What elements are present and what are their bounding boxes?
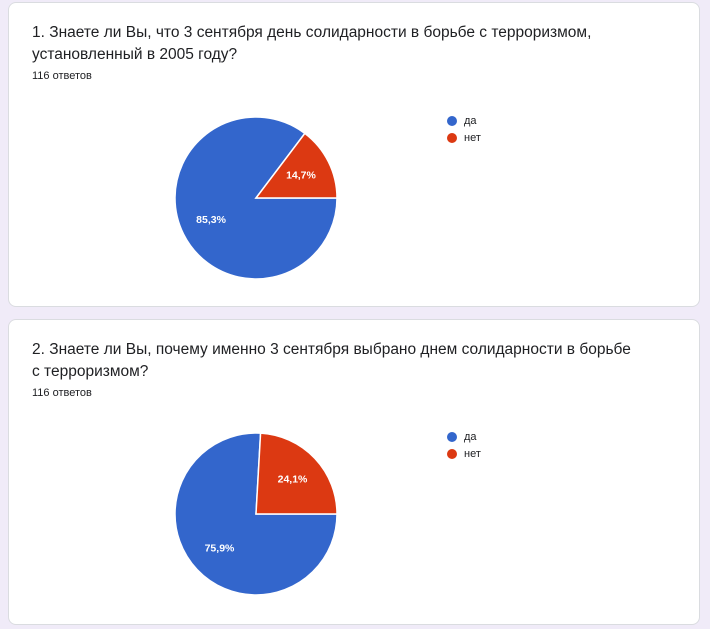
pie-label-no: 24,1% (278, 473, 308, 485)
question-card-1: 1. Знаете ли Вы, что 3 сентября день сол… (8, 2, 700, 307)
chart-legend: да нет (447, 112, 481, 146)
pie-chart: 75,9% 24,1% (174, 432, 338, 596)
response-count: 116 ответов (32, 387, 92, 399)
pie-label-yes: 85,3% (196, 214, 226, 226)
legend-dot-icon (447, 115, 457, 126)
chart-legend: да нет (447, 428, 481, 462)
pie-label-no: 14,7% (286, 169, 316, 181)
legend-label: да (464, 430, 477, 443)
pie-label-yes: 75,9% (205, 542, 235, 554)
legend-item-no[interactable]: нет (447, 445, 481, 462)
legend-item-no[interactable]: нет (447, 129, 481, 146)
response-count: 116 ответов (32, 70, 92, 82)
legend-label: нет (464, 131, 481, 144)
question-card-2: 2. Знаете ли Вы, почему именно 3 сентябр… (8, 319, 700, 625)
legend-item-yes[interactable]: да (447, 112, 481, 129)
legend-item-yes[interactable]: да (447, 428, 481, 445)
legend-dot-icon (447, 132, 457, 143)
legend-dot-icon (447, 431, 457, 442)
legend-dot-icon (447, 448, 457, 459)
question-title: 2. Знаете ли Вы, почему именно 3 сентябр… (32, 341, 631, 380)
question-title: 1. Знаете ли Вы, что 3 сентября день сол… (32, 24, 592, 63)
pie-chart: 85,3% 14,7% (174, 116, 338, 280)
pie-slice-no[interactable] (255, 432, 338, 515)
pie-slice-no[interactable] (254, 132, 338, 199)
legend-label: нет (464, 447, 481, 460)
legend-label: да (464, 114, 477, 127)
